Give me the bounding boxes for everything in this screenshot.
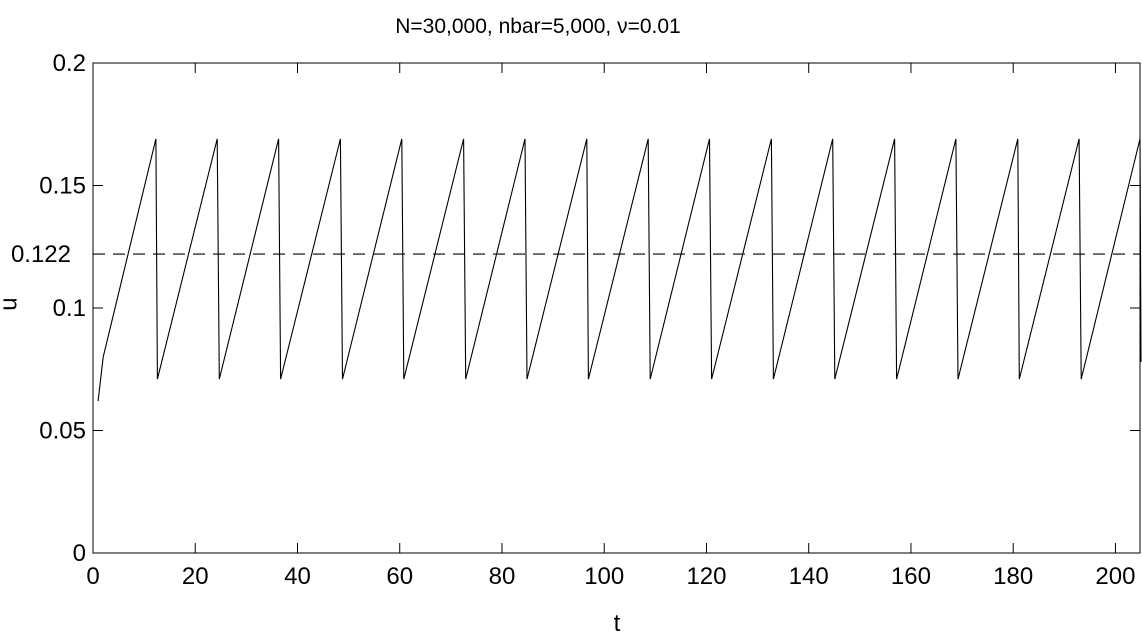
x-tick-label: 200 bbox=[1095, 563, 1135, 590]
axis-tick-labels: 0 20 40 60 80 100 120 140 160 180 200 0 0.05 0.1 0.15 0… bbox=[11, 50, 1136, 590]
y-tick-label: 0.2 bbox=[53, 50, 86, 77]
plot-frame bbox=[92, 62, 1141, 554]
x-tick-label: 180 bbox=[993, 563, 1033, 590]
x-tick-label: 120 bbox=[686, 563, 726, 590]
x-tick-label: 0 bbox=[86, 563, 99, 590]
x-tick-label: 80 bbox=[489, 563, 516, 590]
x-tick-label: 20 bbox=[182, 563, 209, 590]
axis-ticks bbox=[92, 62, 1140, 554]
y-axis-label: u bbox=[0, 297, 22, 310]
x-tick-label: 60 bbox=[386, 563, 413, 590]
x-tick-label: 40 bbox=[284, 563, 311, 590]
x-axis-label: t bbox=[614, 610, 621, 637]
y-tick-label-reference: 0.122 bbox=[11, 241, 71, 268]
x-tick-label: 140 bbox=[789, 563, 829, 590]
series-lines bbox=[93, 138, 1142, 402]
series-line-u bbox=[97, 138, 1142, 402]
chart-title: N=30,000, nbar=5,000, ν=0.01 bbox=[395, 15, 680, 38]
y-tick-label: 0.15 bbox=[39, 173, 86, 200]
y-tick-label: 0.1 bbox=[53, 295, 86, 322]
x-tick-label: 100 bbox=[584, 563, 624, 590]
y-tick-label: 0 bbox=[73, 540, 86, 567]
y-tick-label: 0.05 bbox=[39, 418, 86, 445]
x-tick-label: 160 bbox=[891, 563, 931, 590]
